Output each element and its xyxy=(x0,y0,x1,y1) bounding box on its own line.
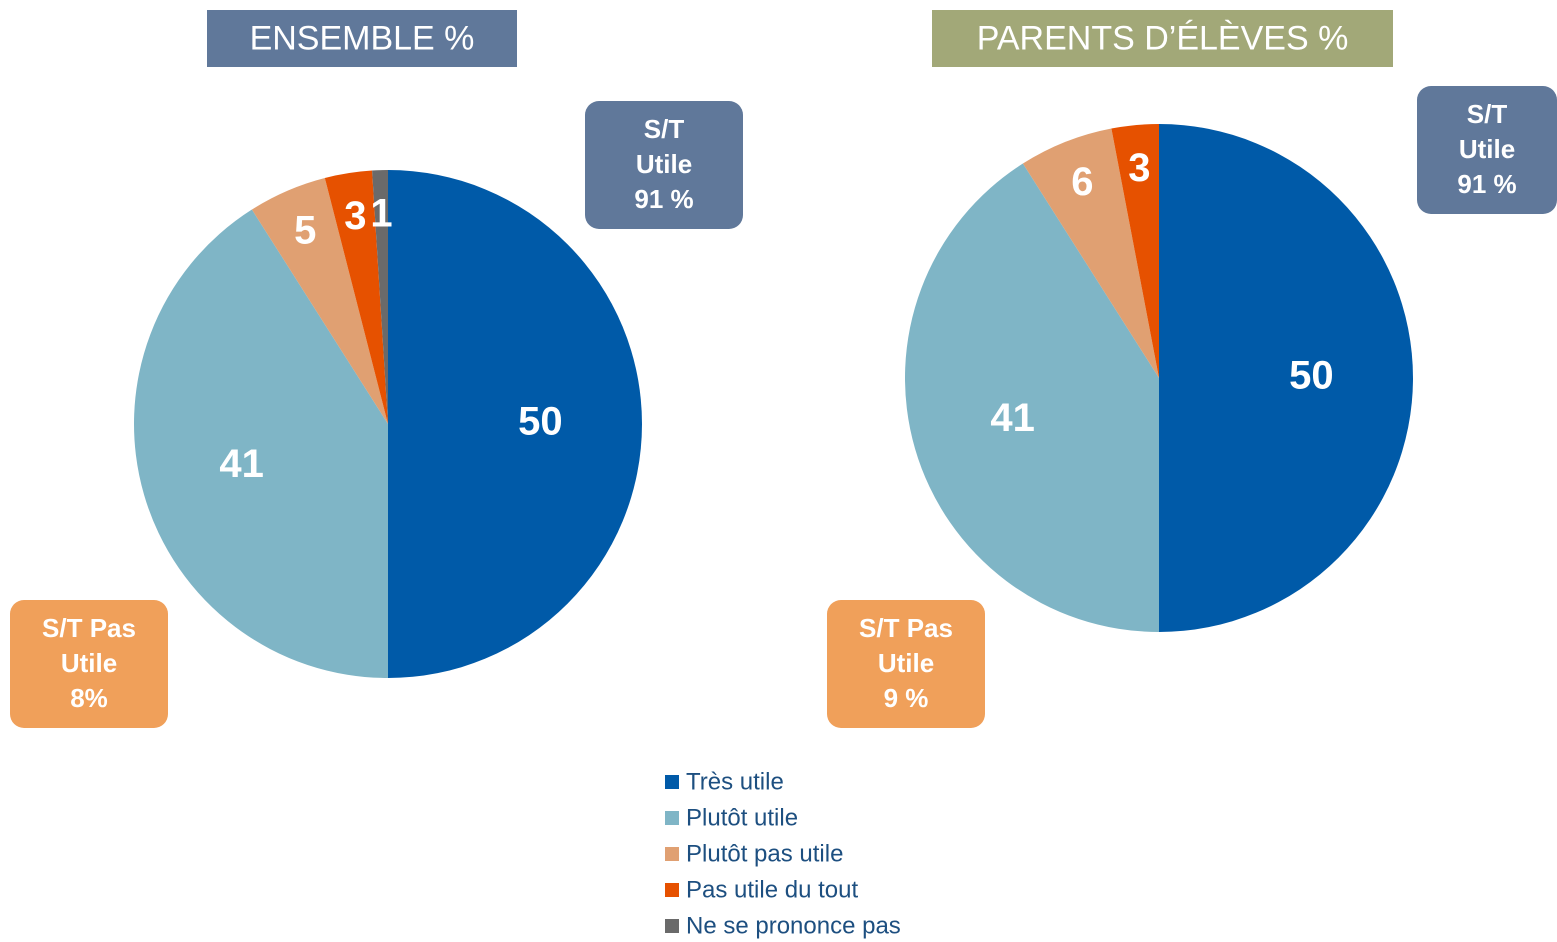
chart-title: PARENTS D’ÉLÈVES % xyxy=(977,19,1349,57)
legend-swatch xyxy=(665,919,679,933)
pie-slice xyxy=(1022,128,1159,378)
slice-label: 5 xyxy=(294,208,316,252)
pie-slice xyxy=(372,170,388,424)
legend-label: Ne se prononce pas xyxy=(686,912,901,939)
annotation-text: Utile xyxy=(1459,134,1515,164)
legend-label: Très utile xyxy=(686,768,784,795)
legend-swatch xyxy=(665,883,679,897)
annotation-text: 9 % xyxy=(884,683,929,713)
annotation-text: S/T Pas xyxy=(42,613,136,643)
annotation-text: 8% xyxy=(70,683,108,713)
pie-slice xyxy=(905,163,1159,632)
slice-label: 3 xyxy=(344,194,366,238)
title-box xyxy=(207,10,517,67)
annotation-text: S/T xyxy=(1467,99,1508,129)
slice-label: 41 xyxy=(990,396,1035,440)
legend-label: Pas utile du tout xyxy=(686,876,858,903)
annotation-box xyxy=(585,101,743,229)
pie-slice xyxy=(1111,124,1159,378)
slice-label: 50 xyxy=(1289,354,1334,398)
slice-label: 6 xyxy=(1071,160,1093,204)
annotation-box xyxy=(10,600,168,728)
annotation-box xyxy=(827,600,985,728)
annotation-text: 91 % xyxy=(1457,169,1516,199)
pie-slice xyxy=(388,170,642,678)
pie-slice xyxy=(1159,124,1413,632)
legend-label: Plutôt pas utile xyxy=(686,840,843,867)
title-box xyxy=(932,10,1393,67)
slice-label: 1 xyxy=(370,191,392,235)
slice-label: 3 xyxy=(1128,146,1150,190)
legend-label: Plutôt utile xyxy=(686,804,798,831)
legend-swatch xyxy=(665,775,679,789)
slice-label: 41 xyxy=(219,442,264,486)
annotation-box xyxy=(1417,86,1557,214)
annotation-text: Utile xyxy=(636,149,692,179)
annotation-text: Utile xyxy=(878,648,934,678)
legend-swatch xyxy=(665,847,679,861)
annotation-text: 91 % xyxy=(634,184,693,214)
pie-slice xyxy=(134,209,388,678)
annotation-text: Utile xyxy=(61,648,117,678)
pie-slice xyxy=(251,177,388,424)
annotation-text: S/T xyxy=(644,114,685,144)
legend-swatch xyxy=(665,811,679,825)
slice-label: 50 xyxy=(518,400,563,444)
chart-title: ENSEMBLE % xyxy=(250,19,475,57)
annotation-text: S/T Pas xyxy=(859,613,953,643)
pie-slice xyxy=(324,170,388,424)
